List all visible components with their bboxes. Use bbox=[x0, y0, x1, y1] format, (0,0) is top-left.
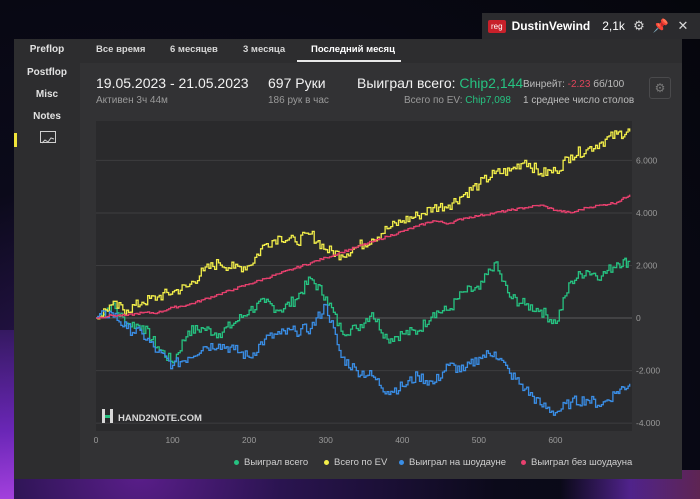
gear-icon[interactable]: ⚙ bbox=[633, 18, 645, 33]
player-name[interactable]: DustinVewind bbox=[511, 19, 591, 33]
legend-non-showdown-label: Выиграл без шоудауна bbox=[531, 457, 633, 468]
y-tick-label: -4.000 bbox=[636, 418, 660, 428]
legend-showdown[interactable]: Выиграл на шоудауне bbox=[399, 457, 506, 468]
profit-chart: 6.000 4.000 2.000 0 -2.000 -4.000 0 100 200 300 40… bbox=[94, 121, 660, 445]
watermark-logo-bar bbox=[110, 409, 113, 423]
ev-total: Всего по EV: Chip7,098 bbox=[404, 95, 511, 106]
series-non-showdown-line bbox=[96, 194, 631, 319]
sidebar-item-misc[interactable]: Misc bbox=[35, 89, 59, 100]
chart-icon[interactable] bbox=[40, 131, 56, 144]
y-tick-label: 2.000 bbox=[636, 260, 658, 270]
x-tick-label: 600 bbox=[548, 435, 562, 445]
legend-ev[interactable]: Всего по EV bbox=[324, 457, 387, 468]
legend-won-label: Выиграл всего bbox=[244, 457, 309, 468]
series-won-line bbox=[96, 257, 631, 364]
tab-last-month[interactable]: Последний месяц bbox=[311, 44, 395, 55]
reg-badge: reg bbox=[488, 19, 506, 33]
tab-3-months[interactable]: 3 месяца bbox=[243, 44, 286, 55]
winrate-value: -2.23 bbox=[567, 79, 591, 90]
legend-ev-dot bbox=[324, 460, 329, 465]
y-tick-label: 0 bbox=[636, 313, 641, 323]
series-showdown-line bbox=[96, 303, 631, 416]
total-won-value: Chip2,144 bbox=[459, 75, 524, 91]
legend-showdown-dot bbox=[399, 460, 404, 465]
watermark-logo-bar bbox=[105, 415, 110, 418]
legend-won-dot bbox=[234, 460, 239, 465]
period-tabs: Все время 6 месяцев 3 месяца Последний м… bbox=[80, 39, 682, 63]
total-won: Выиграл всего: Chip2,144 bbox=[357, 75, 523, 91]
chart-settings-button[interactable]: ⚙ bbox=[649, 77, 671, 99]
x-tick-label: 100 bbox=[165, 435, 179, 445]
x-tick-label: 0 bbox=[94, 435, 99, 445]
active-tab-underline bbox=[297, 60, 401, 62]
winrate-label: Винрейт: bbox=[523, 79, 565, 90]
date-range: 19.05.2023 - 21.05.2023 bbox=[96, 75, 249, 91]
ev-total-label: Всего по EV: bbox=[404, 95, 463, 106]
legend-showdown-label: Выиграл на шоудауне bbox=[409, 457, 507, 468]
winrate-unit: бб/100 bbox=[593, 79, 625, 90]
series-ev-line bbox=[96, 128, 631, 320]
hud-stats-window: Preflop Postflop Misc Notes Все время 6 … bbox=[14, 39, 682, 479]
pin-icon[interactable]: 📌 bbox=[652, 18, 670, 33]
hands-count: 697 Руки bbox=[268, 75, 326, 91]
background-glow bbox=[0, 330, 14, 499]
winrate: Винрейт: -2.23 бб/100 bbox=[523, 79, 624, 90]
close-icon[interactable]: ✕ bbox=[677, 18, 689, 33]
x-tick-label: 300 bbox=[319, 435, 333, 445]
legend-non-showdown-dot bbox=[521, 460, 526, 465]
ev-total-value: Chip7,098 bbox=[465, 95, 511, 106]
y-tick-label: -2.000 bbox=[636, 366, 660, 376]
title-bar: reg DustinVewind 2,1k ⚙ 📌 ✕ bbox=[482, 13, 700, 39]
hands-per-hour: 186 рук в час bbox=[268, 95, 329, 106]
sidebar-item-preflop[interactable]: Preflop bbox=[29, 44, 65, 55]
active-time: Активен 3ч 44м bbox=[96, 95, 168, 106]
gear-icon: ⚙ bbox=[654, 81, 666, 95]
tab-6-months[interactable]: 6 месяцев bbox=[170, 44, 218, 55]
y-tick-label: 4.000 bbox=[636, 208, 658, 218]
x-tick-label: 400 bbox=[395, 435, 409, 445]
legend-won[interactable]: Выиграл всего bbox=[234, 457, 308, 468]
x-tick-label: 200 bbox=[242, 435, 256, 445]
watermark-logo-bar bbox=[102, 409, 105, 423]
hand-count: 2,1k bbox=[602, 19, 625, 33]
sidebar-item-postflop[interactable]: Postflop bbox=[27, 67, 67, 78]
active-indicator bbox=[14, 133, 17, 147]
x-tick-label: 500 bbox=[472, 435, 486, 445]
sidebar: Preflop Postflop Misc Notes bbox=[14, 39, 80, 479]
watermark-text: HAND2NOTE.COM bbox=[118, 413, 202, 424]
avg-tables: 1 среднее число столов bbox=[523, 95, 635, 106]
plot-area bbox=[96, 121, 632, 431]
legend-non-showdown[interactable]: Выиграл без шоудауна bbox=[521, 457, 632, 468]
y-tick-label: 6.000 bbox=[636, 155, 658, 165]
legend-ev-label: Всего по EV bbox=[334, 457, 388, 468]
total-won-label: Выиграл всего: bbox=[357, 75, 456, 91]
sidebar-item-notes[interactable]: Notes bbox=[33, 111, 61, 122]
tab-all-time[interactable]: Все время bbox=[96, 44, 146, 55]
